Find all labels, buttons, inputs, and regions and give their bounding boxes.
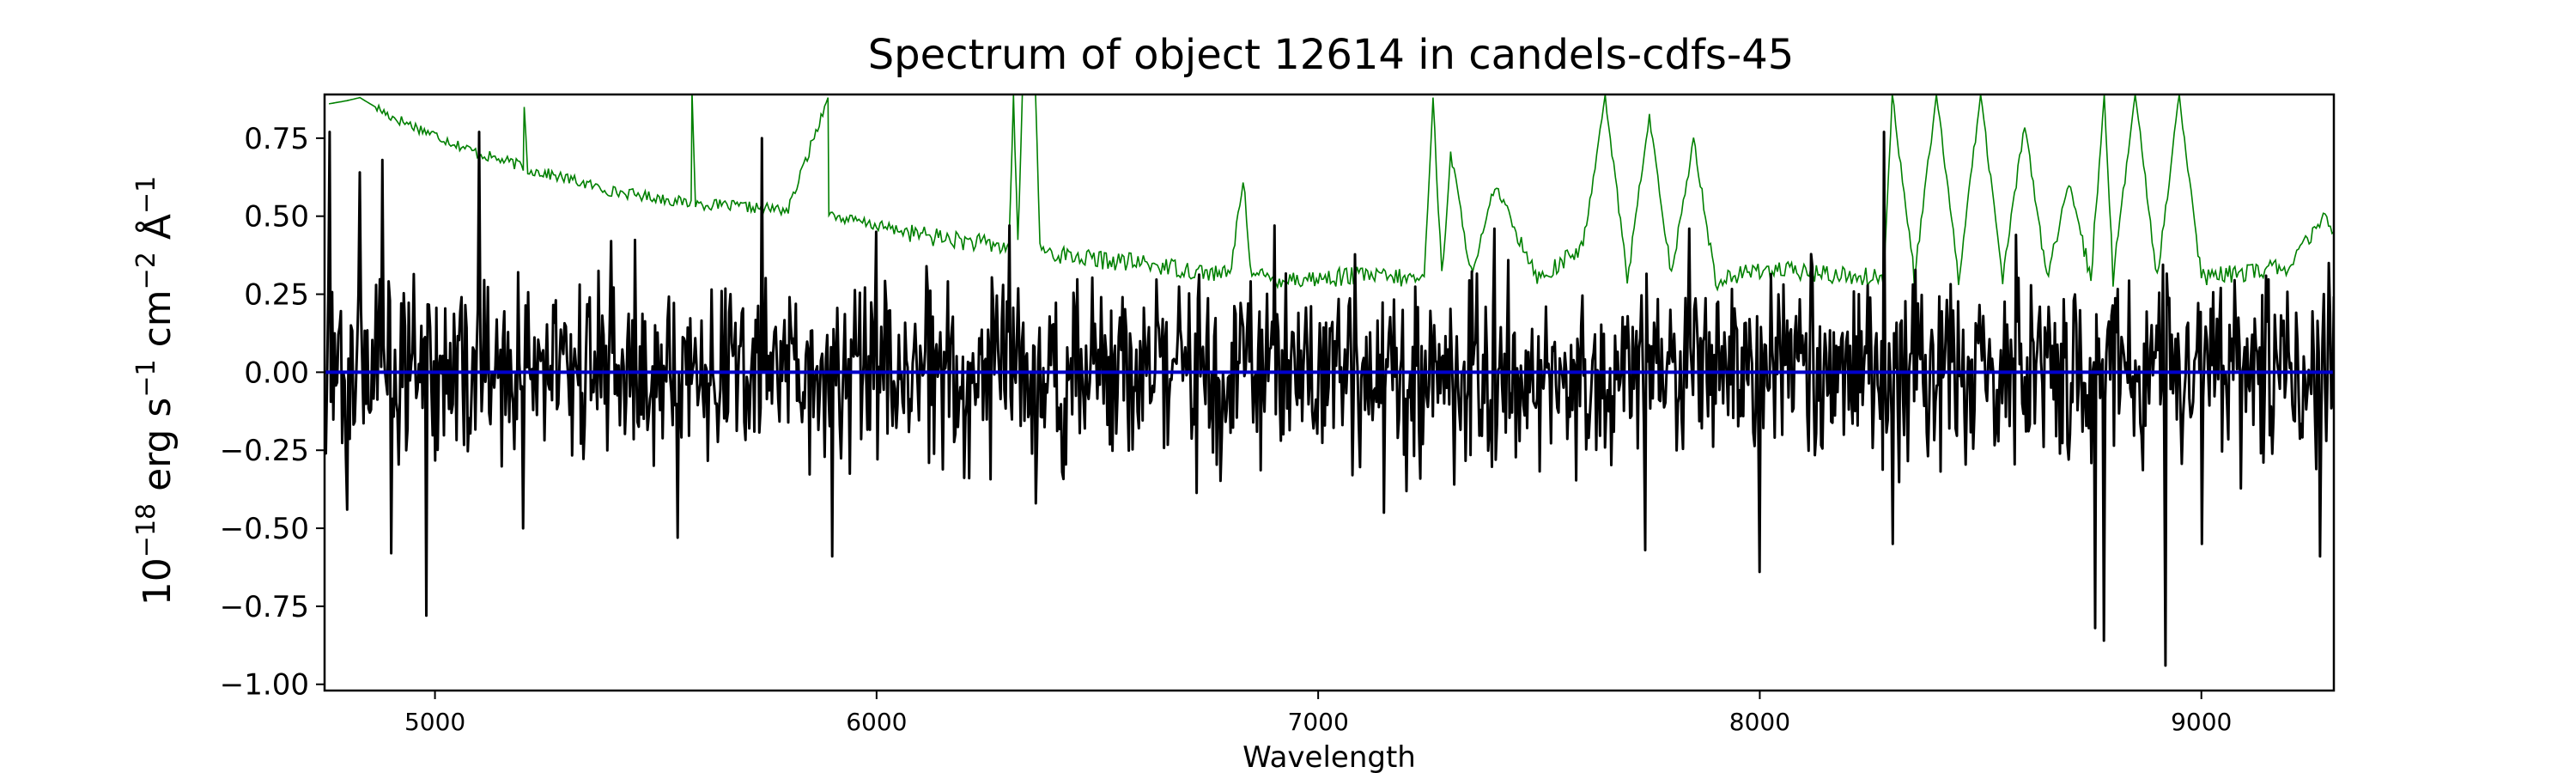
series-model-green [328,94,2334,292]
y-axis: 0.75 0.50 0.25 0.00 −0.25 −0.50 −0.75 −1.00 [220,122,325,703]
y-tick-label: 0.00 [244,356,309,390]
y-tick-label: −0.50 [220,512,309,546]
y-tick-label: −0.25 [220,434,309,468]
y-axis-label-text: 10−18 erg s−1 cm−2 Å−1 [131,176,179,606]
series-flux-black [325,131,2334,667]
y-label-text1: erg s [136,398,179,503]
y-tick-label: 0.50 [244,200,309,234]
y-tick-label: −1.00 [220,668,309,703]
chart-title: Spectrum of object 12614 in candels-cdfs… [868,31,1795,79]
x-axis-label: Wavelength [1242,740,1416,773]
series-layer [325,94,2334,667]
y-label-exp3: −1 [131,176,161,214]
y-label-exp: −18 [131,503,161,557]
y-label-base: 10 [136,557,179,606]
y-axis-label: 10−18 erg s−1 cm−2 Å−1 [131,176,179,606]
x-tick-label: 5000 [404,708,465,736]
x-tick-label: 7000 [1288,708,1349,736]
x-tick-label: 6000 [846,708,907,736]
y-tick-label: −0.75 [220,590,309,624]
y-tick-label: 0.25 [244,278,309,313]
x-axis: 5000 6000 7000 8000 9000 [404,691,2232,736]
x-tick-label: 8000 [1729,708,1790,736]
x-tick-label: 9000 [2171,708,2232,736]
y-label-text3: Å [134,214,179,252]
plot-frame [323,93,2336,692]
y-label-text2: cm [136,289,179,359]
y-label-exp1: −1 [131,359,161,397]
y-label-exp2: −2 [131,252,161,289]
y-tick-label: 0.75 [244,122,309,156]
plot-area [323,93,2336,692]
